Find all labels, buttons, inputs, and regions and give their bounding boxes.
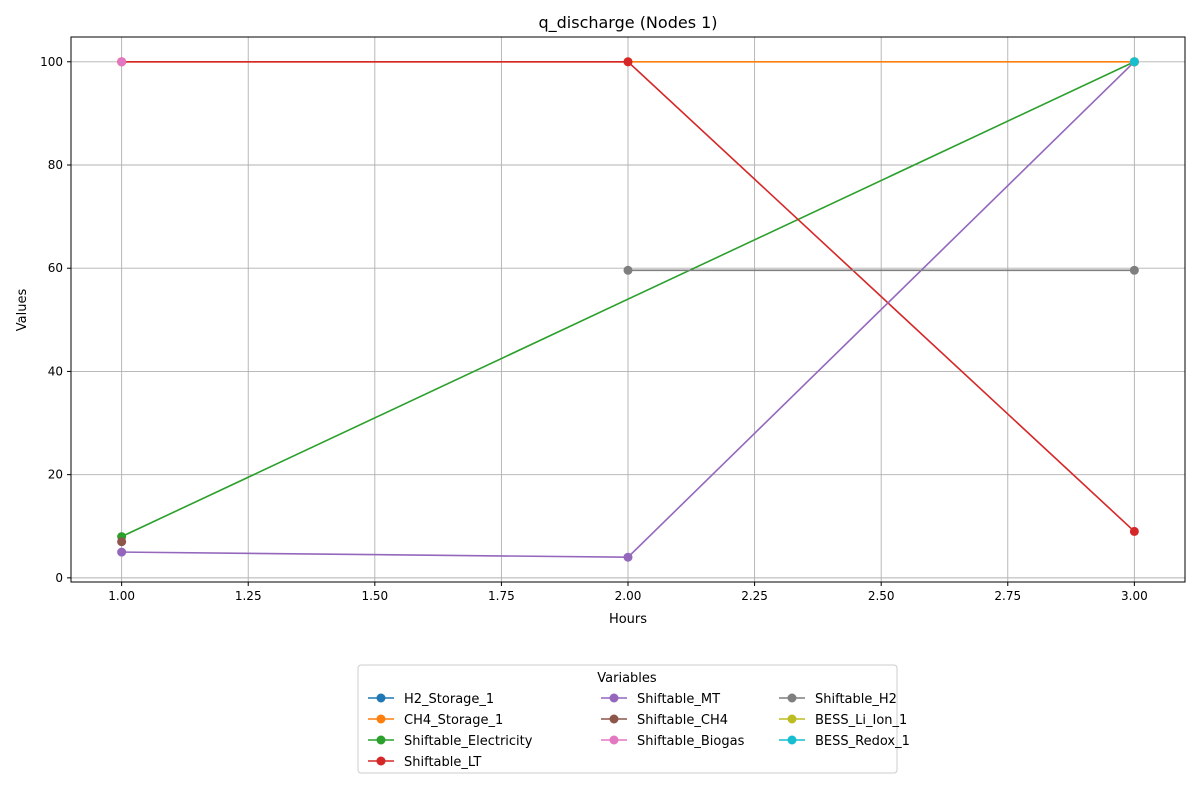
legend-marker: [787, 735, 797, 745]
data-point: [1129, 526, 1139, 536]
x-tick-label: 1.50: [361, 589, 388, 603]
y-tick-label: 80: [48, 158, 63, 172]
legend-marker: [376, 714, 386, 724]
data-point: [1129, 265, 1139, 275]
chart-title: q_discharge (Nodes 1): [538, 13, 717, 33]
legend-label: H2_Storage_1: [404, 692, 494, 707]
legend-title: Variables: [597, 671, 657, 686]
x-tick-label: 2.00: [615, 589, 642, 603]
legend-entry: Shiftable_MT: [601, 692, 720, 707]
x-tick-label: 3.00: [1121, 589, 1148, 603]
legend-label: Shiftable_LT: [404, 755, 481, 770]
legend-marker: [787, 693, 797, 703]
x-tick-label: 1.75: [488, 589, 515, 603]
data-point: [1129, 57, 1139, 67]
x-tick-label: 1.00: [108, 589, 135, 603]
data-point: [623, 265, 633, 275]
legend-entry: Shiftable_Biogas: [601, 734, 745, 749]
x-tick-label: 2.50: [868, 589, 895, 603]
legend-entry: BESS_Li_Ion_1: [779, 713, 907, 728]
y-axis-label: Values: [15, 289, 30, 332]
series-shiftable-ch4: [117, 537, 127, 547]
legend-entry: CH4_Storage_1: [368, 713, 503, 728]
grid: [71, 37, 1185, 582]
data-point: [117, 57, 127, 67]
y-tick-label: 60: [48, 261, 63, 275]
legend-label: BESS_Redox_1: [815, 734, 910, 749]
legend-label: Shiftable_Electricity: [404, 734, 533, 749]
legend-label: CH4_Storage_1: [404, 713, 503, 728]
legend-entry: Shiftable_CH4: [601, 713, 728, 728]
data-point: [623, 57, 633, 67]
legend-entry: Shiftable_H2: [779, 692, 897, 707]
data-point: [117, 537, 127, 547]
legend-label: BESS_Li_Ion_1: [815, 713, 907, 728]
legend-entries: H2_Storage_1 CH4_Storage_1 Shiftable_Elect…: [368, 692, 910, 770]
series-shiftable-biogas: [117, 57, 127, 67]
legend-entry: Shiftable_LT: [368, 755, 481, 770]
x-tick-label: 2.25: [741, 589, 768, 603]
y-tick-label: 40: [48, 364, 63, 378]
legend-marker: [609, 693, 619, 703]
data-point: [117, 547, 127, 557]
axis-ticks: 1.00 1.25 1.50 1.75 2.00 2.25 2.50 2.75 3.00 0 20 4…: [40, 55, 1148, 603]
legend-marker: [787, 714, 797, 724]
legend-label: Shiftable_MT: [637, 692, 720, 707]
legend-label: Shiftable_Biogas: [637, 734, 745, 749]
series-lines: [117, 57, 1139, 562]
legend-label: Shiftable_H2: [815, 692, 897, 707]
y-tick-label: 0: [55, 571, 63, 585]
legend-entry: H2_Storage_1: [368, 692, 494, 707]
legend-marker: [609, 714, 619, 724]
y-tick-label: 20: [48, 468, 63, 482]
legend-box: [357, 664, 898, 774]
legend: Variables H2_Storage_1 CH4_Storage_1 Shift…: [357, 664, 910, 774]
legend-label: Shiftable_CH4: [637, 713, 728, 728]
legend-entry: BESS_Redox_1: [779, 734, 910, 749]
legend-entry: Shiftable_Electricity: [368, 734, 533, 749]
y-tick-label: 100: [40, 55, 63, 69]
legend-marker: [609, 735, 619, 745]
data-point: [623, 552, 633, 562]
x-axis-label: Hours: [609, 612, 647, 627]
series-shiftable-h2: [623, 265, 1139, 275]
legend-marker: [376, 735, 386, 745]
series-bess-redox-1: [1129, 57, 1139, 67]
series-line: [121, 61, 1135, 538]
x-tick-label: 1.25: [235, 589, 262, 603]
legend-marker: [376, 756, 386, 766]
legend-marker: [376, 693, 386, 703]
x-tick-label: 2.75: [994, 589, 1021, 603]
